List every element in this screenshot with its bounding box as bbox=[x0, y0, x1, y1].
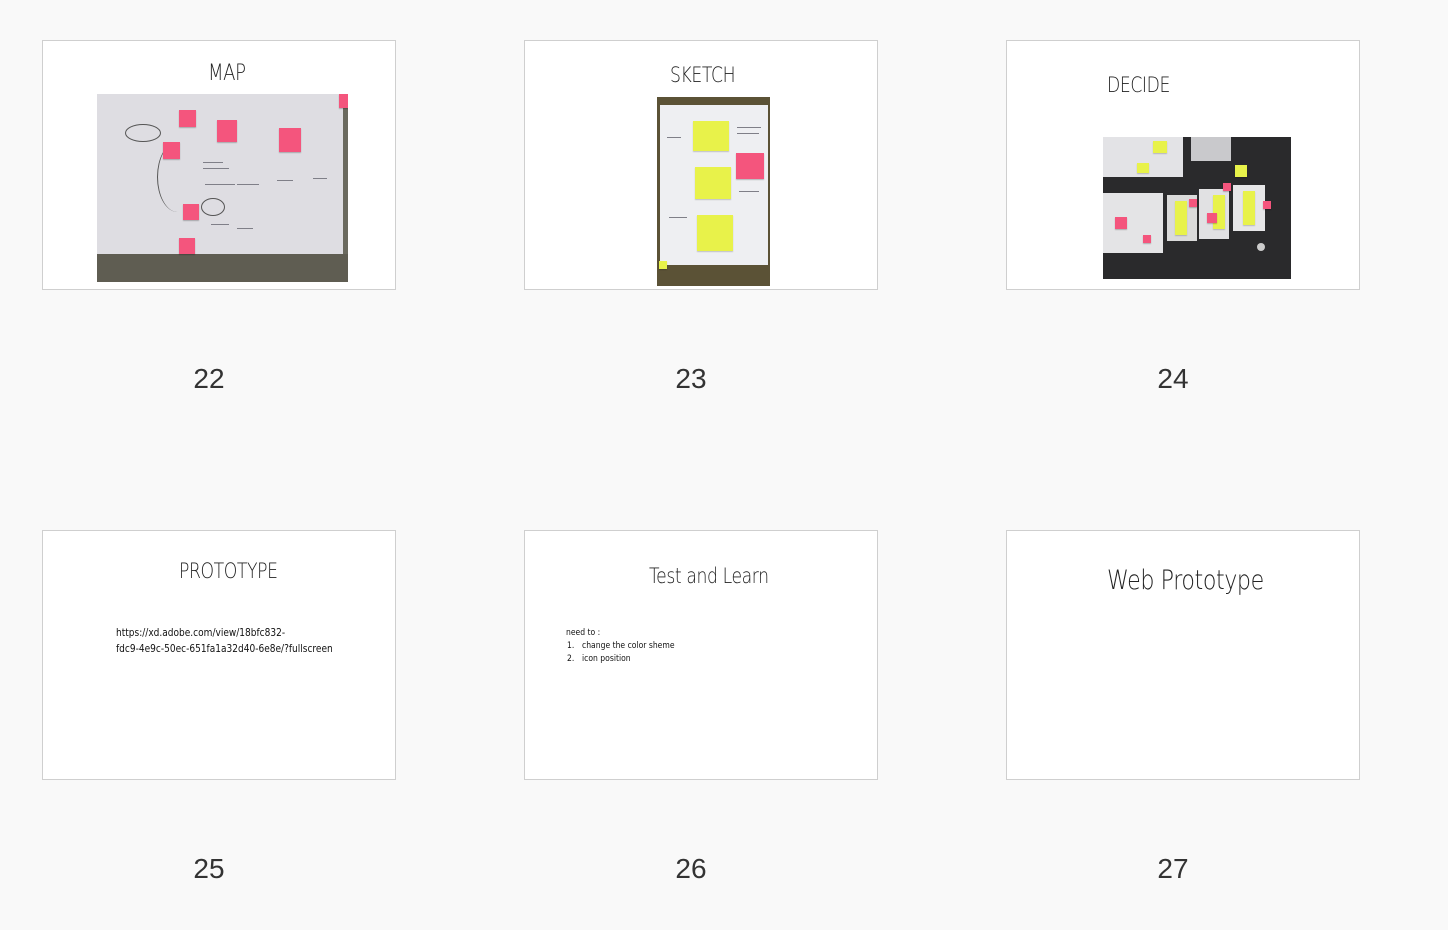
slide-cell-25: PROTOTYPE https://xd.adobe.com/view/18bf… bbox=[42, 530, 396, 910]
slide-title: PROTOTYPE bbox=[179, 559, 278, 583]
table-notes-photo bbox=[1103, 137, 1291, 279]
prototype-link-line-2: fdc9-4e9c-50ec-651fa1a32d40-6e8e/?fullsc… bbox=[116, 642, 333, 655]
whiteboard-photo bbox=[97, 94, 348, 282]
page-number-25: 25 bbox=[193, 853, 225, 884]
slide-cell-23: SKETCH 23 bbox=[524, 40, 878, 420]
slide-thumbnail-22[interactable]: MAP bbox=[42, 40, 396, 290]
notes-intro: need to : bbox=[566, 628, 601, 638]
slide-thumbnail-26[interactable]: Test and Learn need to : 1. change the c… bbox=[524, 530, 878, 780]
slide-cell-27: Web Prototype 27 bbox=[1006, 530, 1360, 910]
slide-cell-22: MAP bbox=[42, 40, 396, 420]
list-number: 2. bbox=[567, 654, 575, 664]
slide-title: SKETCH bbox=[670, 63, 736, 87]
slide-thumbnail-25[interactable]: PROTOTYPE https://xd.adobe.com/view/18bf… bbox=[42, 530, 396, 780]
prototype-link-line-1: https://xd.adobe.com/view/18bfc832- bbox=[116, 626, 286, 639]
slide-title: DECIDE bbox=[1107, 73, 1170, 97]
slide-thumbnail-27[interactable]: Web Prototype bbox=[1006, 530, 1360, 780]
list-item: change the color sheme bbox=[582, 641, 675, 651]
list-item: icon position bbox=[582, 654, 631, 664]
page-number-22: 22 bbox=[193, 363, 225, 394]
sketch-paper-photo bbox=[657, 97, 770, 286]
slide-cell-24: DECIDE bbox=[1006, 40, 1360, 420]
slide-thumbnail-23[interactable]: SKETCH bbox=[524, 40, 878, 290]
page-number-26: 26 bbox=[675, 853, 707, 884]
slide-thumbnail-24[interactable]: DECIDE bbox=[1006, 40, 1360, 290]
page-number-27: 27 bbox=[1157, 853, 1189, 884]
slide-cell-26: Test and Learn need to : 1. change the c… bbox=[524, 530, 878, 910]
slide-title: Test and Learn bbox=[649, 564, 769, 588]
page-number-23: 23 bbox=[675, 363, 707, 394]
slide-title: Web Prototype bbox=[1107, 565, 1264, 596]
list-number: 1. bbox=[567, 641, 575, 651]
slide-title: MAP bbox=[208, 61, 246, 86]
page-number-24: 24 bbox=[1157, 363, 1189, 394]
